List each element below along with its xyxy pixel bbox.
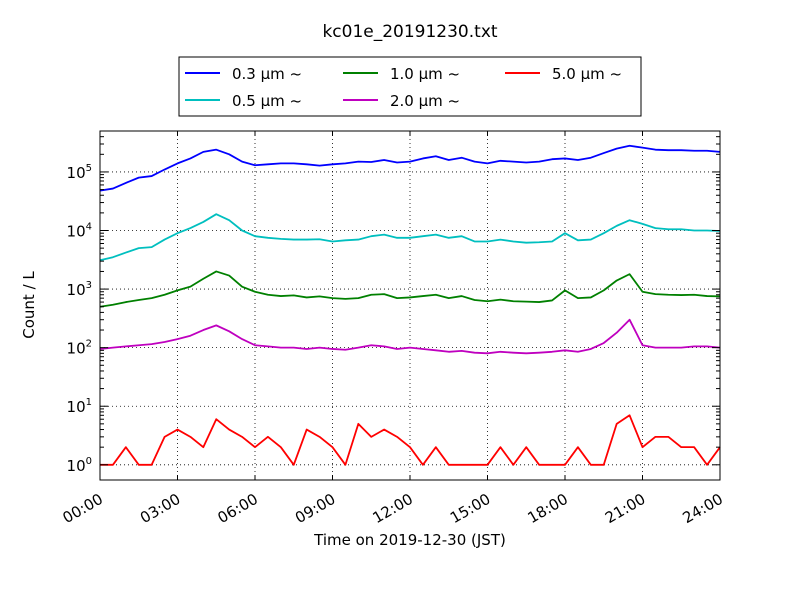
y-tick-label: 102 [67,339,92,358]
legend-box [178,56,642,117]
legend-label: 0.5 μm ~ [232,92,302,110]
y-tick-label: 104 [67,222,92,241]
series-line-0 [99,144,721,192]
x-tick-label: 21:00 [602,490,648,527]
series-line-3 [99,318,721,355]
y-tick-exponent: 5 [86,163,92,174]
x-tick-label: 03:00 [137,490,183,527]
y-tick-base: 10 [67,457,86,475]
y-tick-base: 10 [67,398,86,416]
grid [100,131,720,480]
series-line-1 [99,213,721,262]
x-tick-label: 06:00 [215,490,261,527]
y-tick-exponent: 3 [86,280,92,291]
series-layer [99,144,721,466]
legend: 0.3 μm ~ 0.5 μm ~ 1.0 μm ~ 2.0 μm ~ 5.0 μm ~ [178,56,642,117]
x-tick-label: 24:00 [680,490,726,527]
y-tick-exponent: 0 [86,456,92,467]
x-tick-label: 00:00 [60,490,106,527]
legend-label: 2.0 μm ~ [390,92,460,110]
legend-label: 1.0 μm ~ [390,65,460,83]
legend-label: 0.3 μm ~ [232,65,302,83]
plot-area [99,130,721,481]
series-line-2 [99,270,721,308]
y-axis-label: Count / L [20,271,38,339]
x-tick-label: 12:00 [370,490,416,527]
y-tick-label: 100 [67,456,92,475]
ticks [99,130,721,480]
y-tick-base: 10 [67,223,86,241]
y-tick-exponent: 1 [86,397,92,408]
series-line-4 [100,414,721,466]
y-tick-label: 105 [67,163,92,182]
x-tick-label: 15:00 [447,490,493,527]
y-tick-base: 10 [67,164,86,182]
y-tick-exponent: 2 [86,339,92,350]
y-tick-base: 10 [67,281,86,299]
x-tick-label: 09:00 [292,490,338,527]
chart-title: kc01e_20191230.txt [322,22,497,42]
y-tick-base: 10 [67,340,86,358]
legend-label: 5.0 μm ~ [552,65,622,83]
y-tick-label: 101 [67,397,92,416]
y-tick-label: 103 [67,280,92,299]
x-axis-label: Time on 2019-12-30 (JST) [313,531,506,549]
y-tick-exponent: 4 [86,222,92,233]
x-tick-label: 18:00 [525,490,571,527]
plot-background [100,131,720,480]
x-tick-labels: 00:00 03:00 06:00 09:00 12:00 15:00 18:00 21:00… [60,490,726,527]
